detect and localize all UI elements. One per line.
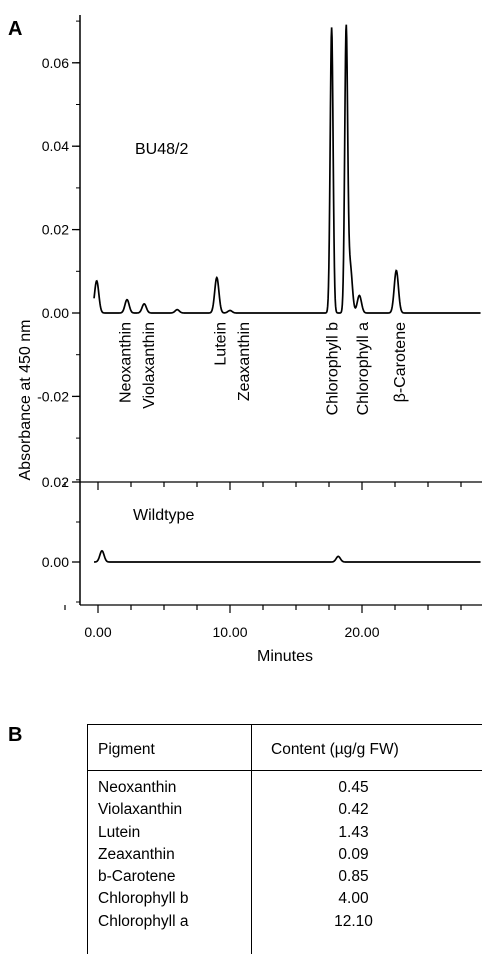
y-tick-label: -0.02	[37, 388, 69, 404]
peak-annotation-label: Chlorophyll b	[325, 322, 342, 415]
peak-annotation-label: Chlorophyll a	[355, 322, 372, 415]
y-tick-label: 0.04	[42, 138, 69, 154]
y-tick-label: 0.02	[42, 222, 69, 238]
peak-annotation-label: Violaxanthin	[141, 322, 158, 409]
pigment-name-cell: Lutein	[98, 824, 140, 842]
y-tick-label: 0.02	[42, 474, 69, 490]
table-row: Zeaxanthin 0.09	[88, 846, 482, 868]
pigment-name-cell: Violaxanthin	[98, 801, 182, 819]
x-tick-label: 20.00	[344, 624, 379, 640]
table-header-content: Content (µg/g FW)	[271, 741, 399, 759]
pigment-name-cell: Neoxanthin	[98, 779, 176, 797]
table-header-pigment: Pigment	[98, 741, 155, 759]
bu48-trace-line	[94, 25, 481, 313]
pigment-content-cell: 1.43	[251, 824, 456, 842]
peak-annotation-label: β-Carotene	[392, 322, 409, 402]
x-axis-label: Minutes	[257, 648, 313, 665]
pigment-content-cell: 4.00	[251, 890, 456, 908]
chromatogram-chart: 0.00 10.00 20.00 Minutes Absorbance at 450 n…	[0, 0, 482, 700]
table-row: Lutein 1.43	[88, 824, 482, 846]
y-axis-label: Absorbance at 450 nm	[17, 320, 34, 481]
pigment-name-cell: Chlorophyll b	[98, 890, 188, 908]
pigment-content-cell: 0.45	[251, 779, 456, 797]
table-header-divider	[88, 770, 482, 771]
x-tick-label: 0.00	[84, 624, 111, 640]
peak-annotation-label: Zeaxanthin	[236, 322, 253, 401]
peak-annotation-label: Neoxanthin	[117, 322, 134, 403]
pigment-name-cell: b-Carotene	[98, 868, 176, 886]
pigment-content-cell: 0.42	[251, 801, 456, 819]
table-body: Neoxanthin 0.45 Violaxanthin 0.42 Lutein 1.43…	[88, 779, 482, 935]
table-row: Chlorophyll b 4.00	[88, 890, 482, 912]
table-row: b-Carotene 0.85	[88, 868, 482, 890]
panel-b-label: B	[8, 724, 22, 747]
table-row: Neoxanthin 0.45	[88, 779, 482, 801]
wildtype-trace-line	[94, 551, 481, 562]
y-tick-label: 0.06	[42, 55, 69, 71]
sample-label-wildtype: Wildtype	[133, 507, 194, 524]
table-row: Violaxanthin 0.42	[88, 801, 482, 823]
y-tick-label: 0.00	[42, 554, 69, 570]
pigment-table: Pigment Content (µg/g FW) Neoxanthin 0.45…	[87, 724, 482, 954]
peak-annotation-label: Lutein	[212, 322, 229, 366]
table-row: Chlorophyll a 12.10	[88, 913, 482, 935]
pigment-name-cell: Chlorophyll a	[98, 913, 188, 931]
pigment-content-cell: 0.09	[251, 846, 456, 864]
pigment-name-cell: Zeaxanthin	[98, 846, 175, 864]
y-tick-label: 0.00	[42, 305, 69, 321]
sample-label-bu48: BU48/2	[135, 141, 188, 158]
axis-layer	[65, 15, 482, 613]
pigment-content-cell: 12.10	[251, 913, 456, 931]
pigment-content-cell: 0.85	[251, 868, 456, 886]
x-tick-label: 10.00	[212, 624, 247, 640]
